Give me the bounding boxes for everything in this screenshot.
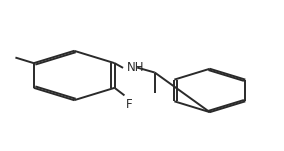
Text: F: F: [126, 98, 133, 111]
Text: NH: NH: [126, 61, 144, 74]
